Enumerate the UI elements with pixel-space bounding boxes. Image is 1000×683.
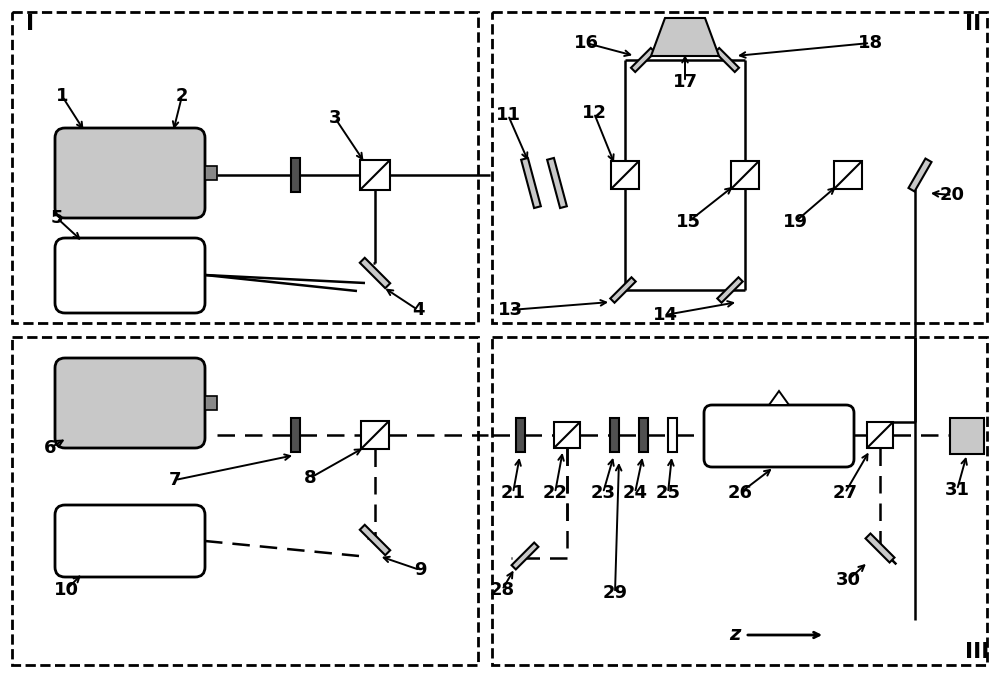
- Text: 16: 16: [574, 34, 598, 52]
- Polygon shape: [631, 48, 655, 72]
- Polygon shape: [610, 418, 618, 452]
- Polygon shape: [521, 158, 541, 208]
- Bar: [205, 396, 217, 410]
- Text: I: I: [26, 14, 34, 34]
- Polygon shape: [516, 418, 524, 452]
- Text: 15: 15: [676, 213, 700, 231]
- Text: 23: 23: [590, 484, 616, 502]
- Polygon shape: [668, 418, 676, 452]
- Text: z: z: [729, 626, 741, 645]
- Polygon shape: [769, 391, 789, 405]
- Text: III: III: [965, 642, 989, 662]
- Text: 4: 4: [412, 301, 424, 319]
- Polygon shape: [651, 18, 719, 56]
- Text: 1: 1: [56, 87, 68, 105]
- Bar: [554, 422, 580, 448]
- Text: 30: 30: [836, 571, 860, 589]
- Polygon shape: [639, 418, 648, 452]
- Text: 19: 19: [782, 213, 808, 231]
- Text: 8: 8: [304, 469, 316, 487]
- Text: 31: 31: [944, 481, 970, 499]
- Polygon shape: [610, 277, 636, 303]
- Text: 3: 3: [329, 109, 341, 127]
- Text: 22: 22: [542, 484, 568, 502]
- Polygon shape: [512, 542, 538, 570]
- Polygon shape: [360, 257, 390, 288]
- Text: 18: 18: [857, 34, 883, 52]
- Bar: [12, 337, 478, 665]
- Text: 20: 20: [940, 186, 964, 204]
- Text: 29: 29: [602, 584, 628, 602]
- Bar: [205, 166, 217, 180]
- Text: 5: 5: [51, 209, 63, 227]
- FancyBboxPatch shape: [55, 358, 205, 448]
- Bar: [950, 418, 984, 454]
- Polygon shape: [866, 533, 894, 563]
- Text: 6: 6: [44, 439, 56, 457]
- Polygon shape: [290, 158, 300, 192]
- Bar: [731, 161, 759, 189]
- FancyBboxPatch shape: [704, 405, 854, 467]
- Polygon shape: [715, 48, 739, 72]
- Text: 9: 9: [414, 561, 426, 579]
- FancyBboxPatch shape: [55, 505, 205, 577]
- Text: 10: 10: [54, 581, 78, 599]
- Text: 28: 28: [489, 581, 515, 599]
- Text: 13: 13: [498, 301, 522, 319]
- Polygon shape: [717, 277, 743, 303]
- Polygon shape: [908, 158, 932, 191]
- Polygon shape: [290, 418, 300, 452]
- Bar: [867, 422, 893, 448]
- Text: 11: 11: [496, 106, 520, 124]
- FancyBboxPatch shape: [55, 128, 205, 218]
- Text: 21: 21: [501, 484, 526, 502]
- Text: 26: 26: [728, 484, 753, 502]
- Bar: [492, 12, 987, 323]
- Bar: [492, 337, 987, 665]
- Text: 24: 24: [622, 484, 648, 502]
- Bar: [12, 12, 478, 323]
- Text: II: II: [965, 14, 981, 34]
- Text: 14: 14: [652, 306, 678, 324]
- Bar: [361, 421, 389, 449]
- Text: 17: 17: [672, 73, 698, 91]
- Text: 25: 25: [656, 484, 680, 502]
- FancyBboxPatch shape: [55, 238, 205, 313]
- Polygon shape: [360, 525, 390, 555]
- Text: 12: 12: [582, 104, 606, 122]
- Bar: [360, 160, 390, 190]
- Bar: [834, 161, 862, 189]
- Text: 2: 2: [176, 87, 188, 105]
- Bar: [611, 161, 639, 189]
- Text: 7: 7: [169, 471, 181, 489]
- Text: 27: 27: [832, 484, 858, 502]
- Polygon shape: [547, 158, 567, 208]
